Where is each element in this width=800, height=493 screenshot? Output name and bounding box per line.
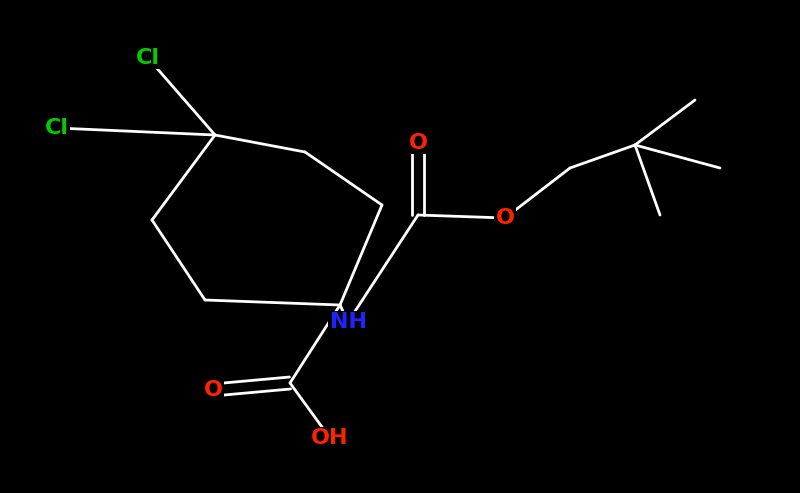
Text: Cl: Cl xyxy=(45,118,69,138)
Text: NH: NH xyxy=(330,312,366,332)
Text: O: O xyxy=(409,133,427,153)
Text: Cl: Cl xyxy=(136,48,160,68)
Text: OH: OH xyxy=(311,428,349,448)
Text: O: O xyxy=(203,380,222,400)
Text: O: O xyxy=(495,208,514,228)
